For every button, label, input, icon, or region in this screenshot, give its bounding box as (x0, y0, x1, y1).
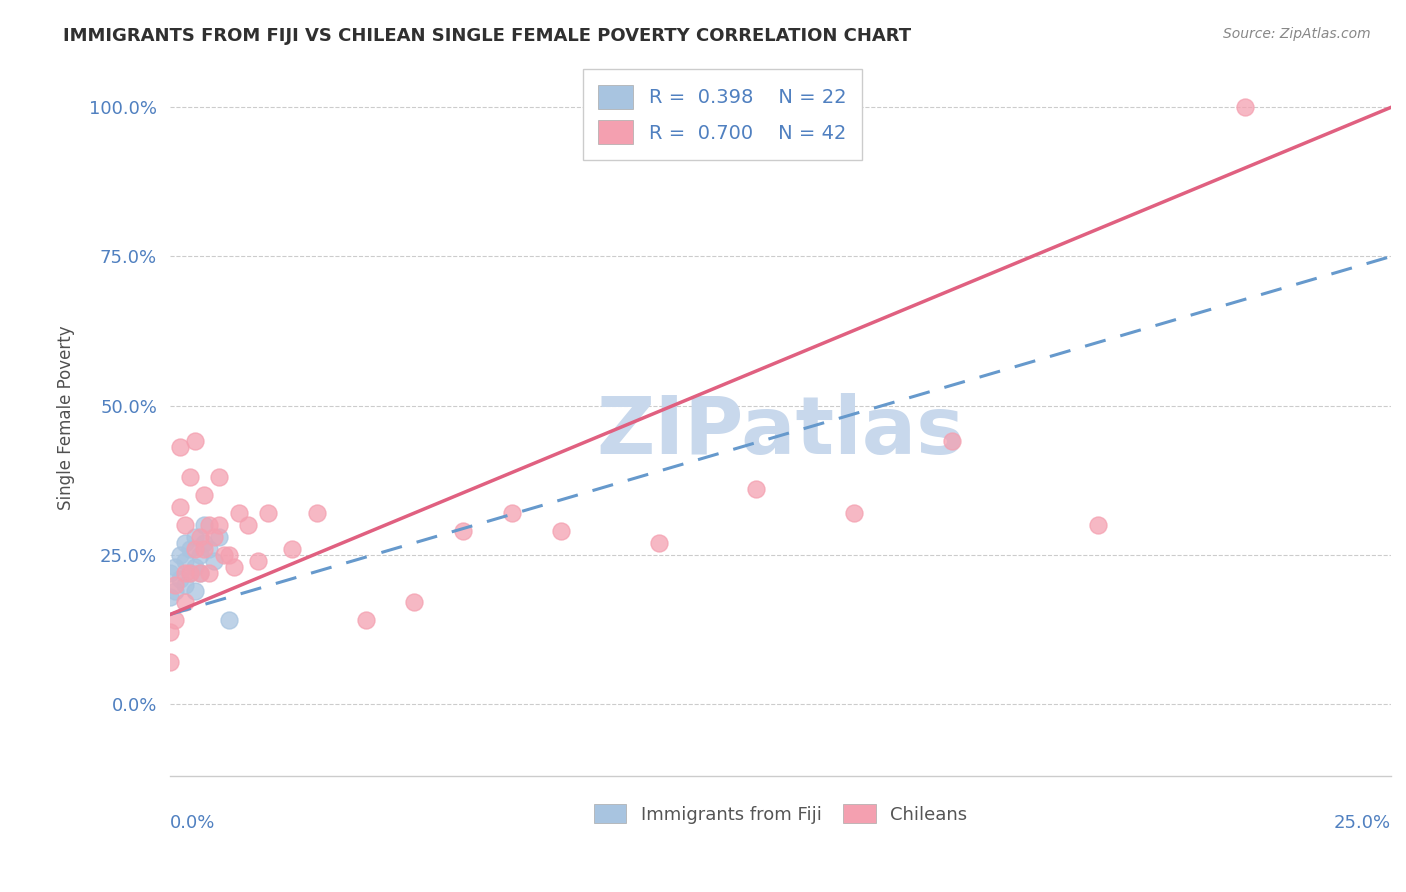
Point (218, 548, 240, 562)
Point (183, 541, 205, 556)
Point (179, 566, 201, 580)
Point (179, 566, 201, 580)
Point (174, 518, 197, 533)
Point (169, 441, 191, 455)
Point (941, 434, 963, 449)
Point (281, 541, 304, 556)
Point (208, 530, 231, 544)
Point (212, 548, 235, 562)
Point (165, 577, 187, 591)
Point (501, 506, 523, 520)
Point (1233, 100, 1256, 114)
Text: ZIPatlas: ZIPatlas (596, 392, 965, 471)
Point (550, 524, 572, 538)
Point (159, 590, 181, 604)
Point (179, 470, 201, 484)
Point (169, 572, 191, 586)
Point (257, 506, 280, 520)
Point (174, 566, 197, 580)
Point (183, 583, 205, 598)
Point (183, 530, 205, 544)
Point (354, 614, 377, 628)
Point (305, 506, 328, 520)
Point (228, 506, 250, 520)
Point (198, 541, 221, 556)
Point (188, 548, 211, 562)
Point (202, 530, 225, 544)
Y-axis label: Single Female Poverty: Single Female Poverty (58, 326, 75, 510)
Point (188, 530, 211, 544)
Point (159, 655, 181, 669)
Legend: Immigrants from Fiji, Chileans: Immigrants from Fiji, Chileans (586, 797, 974, 831)
Point (647, 536, 669, 550)
Point (193, 518, 215, 533)
Point (165, 559, 187, 574)
Point (451, 524, 474, 538)
Point (183, 559, 205, 574)
Text: 25.0%: 25.0% (1334, 814, 1391, 832)
Point (179, 541, 201, 556)
Point (169, 548, 191, 562)
Point (198, 566, 221, 580)
Point (165, 614, 187, 628)
Point (159, 625, 181, 640)
Point (222, 559, 245, 574)
Text: 0.0%: 0.0% (170, 814, 215, 832)
Point (174, 554, 197, 568)
Point (238, 518, 260, 533)
Point (188, 566, 211, 580)
Point (165, 583, 187, 598)
Point (193, 488, 215, 502)
Point (174, 595, 197, 609)
Point (198, 518, 221, 533)
Point (218, 614, 240, 628)
Point (183, 434, 205, 449)
Point (745, 482, 768, 496)
Point (842, 506, 865, 520)
Point (247, 554, 270, 568)
Point (174, 577, 197, 591)
Point (208, 470, 231, 484)
Point (169, 500, 191, 514)
Point (208, 518, 231, 533)
Point (159, 566, 181, 580)
Point (174, 536, 197, 550)
Text: IMMIGRANTS FROM FIJI VS CHILEAN SINGLE FEMALE POVERTY CORRELATION CHART: IMMIGRANTS FROM FIJI VS CHILEAN SINGLE F… (63, 27, 911, 45)
Point (1087, 518, 1109, 533)
Text: Source: ZipAtlas.com: Source: ZipAtlas.com (1223, 27, 1371, 41)
Point (193, 536, 215, 550)
Point (404, 595, 426, 609)
Point (202, 554, 225, 568)
Point (193, 541, 215, 556)
Point (188, 566, 211, 580)
